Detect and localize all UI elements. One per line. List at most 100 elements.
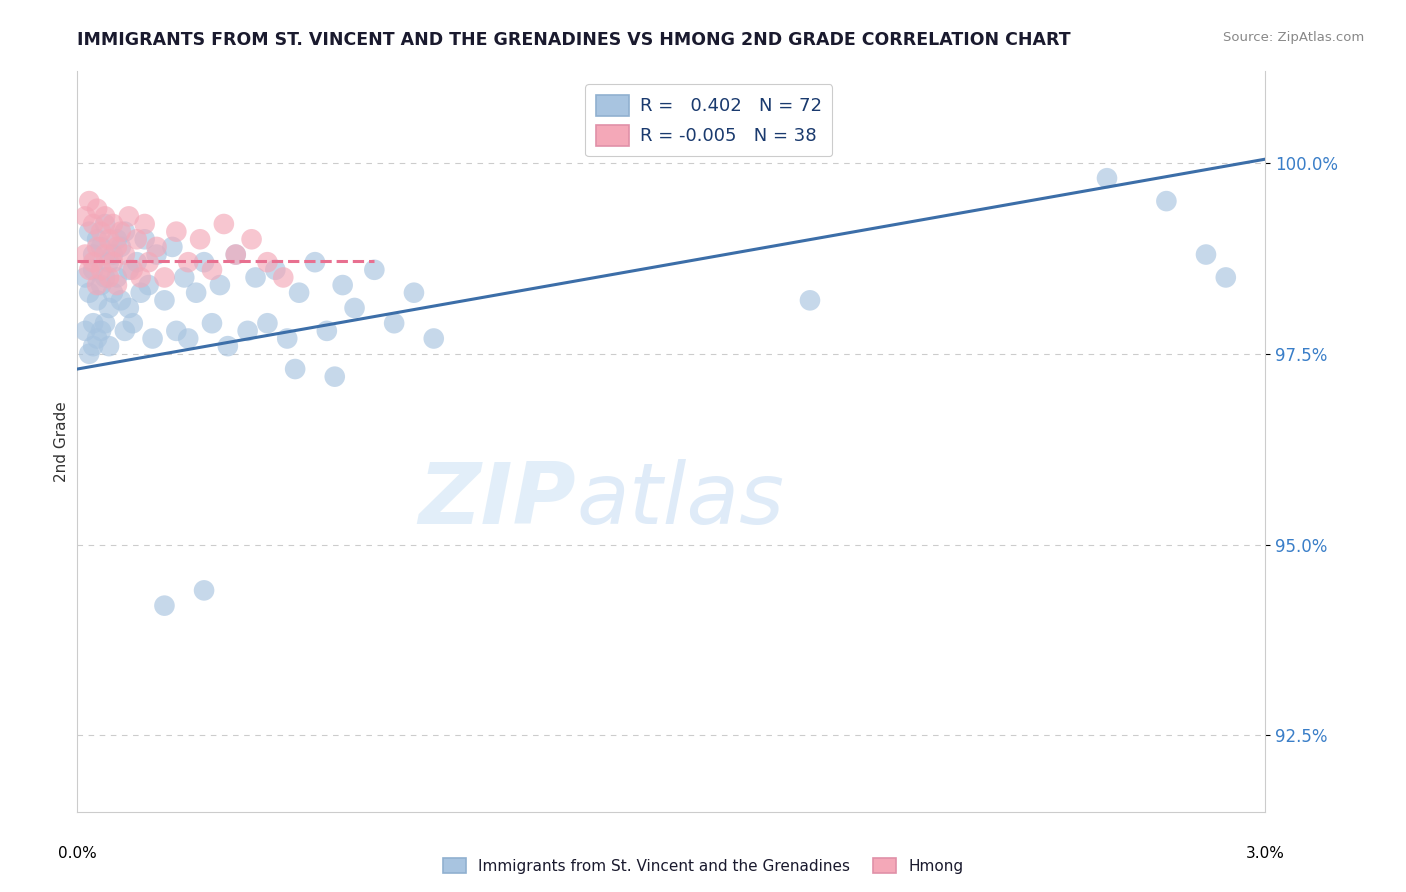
Point: [142, 331, 165, 345]
Point: [98, 339, 121, 353]
Point: [94, 210, 117, 224]
Point: [110, 240, 132, 254]
Point: [114, 324, 136, 338]
Point: [323, 369, 346, 384]
Point: [101, 285, 124, 300]
Point: [75, 210, 97, 224]
Point: [177, 331, 200, 345]
Point: [276, 331, 298, 345]
Point: [264, 262, 287, 277]
Point: [118, 301, 141, 315]
Point: [165, 324, 187, 338]
Legend: R =   0.402   N = 72, R = -0.005   N = 38: R = 0.402 N = 72, R = -0.005 N = 38: [585, 84, 832, 156]
Point: [77, 347, 100, 361]
Point: [256, 255, 278, 269]
Point: [188, 232, 211, 246]
Point: [77, 285, 100, 300]
Point: [98, 255, 121, 269]
Point: [236, 324, 259, 338]
Point: [134, 232, 156, 246]
Point: [423, 331, 446, 345]
Point: [315, 324, 337, 338]
Point: [114, 247, 136, 261]
Point: [98, 270, 121, 285]
Point: [94, 217, 117, 231]
Point: [343, 301, 366, 315]
Point: [186, 285, 208, 300]
Point: [82, 339, 104, 353]
Point: [86, 331, 108, 345]
Point: [1156, 194, 1178, 208]
Point: [110, 293, 132, 308]
Point: [129, 270, 152, 285]
Point: [118, 262, 141, 277]
Point: [86, 293, 108, 308]
Point: [121, 262, 143, 277]
Point: [105, 232, 128, 246]
Point: [165, 225, 187, 239]
Point: [125, 255, 148, 269]
Point: [363, 262, 385, 277]
Point: [208, 278, 231, 293]
Point: [799, 293, 821, 308]
Point: [121, 316, 143, 330]
Point: [90, 240, 112, 254]
Point: [94, 247, 117, 261]
Point: [240, 232, 263, 246]
Point: [125, 232, 148, 246]
Point: [110, 225, 132, 239]
Point: [82, 247, 104, 261]
Point: [90, 324, 112, 338]
Point: [201, 262, 224, 277]
Point: [98, 301, 121, 315]
Point: [145, 240, 167, 254]
Point: [105, 270, 128, 285]
Point: [138, 255, 160, 269]
Point: [129, 285, 152, 300]
Point: [201, 316, 224, 330]
Text: 0.0%: 0.0%: [58, 847, 97, 862]
Point: [162, 240, 184, 254]
Point: [212, 217, 235, 231]
Point: [225, 247, 247, 261]
Point: [105, 278, 128, 293]
Point: [153, 270, 176, 285]
Point: [90, 225, 112, 239]
Point: [77, 262, 100, 277]
Point: [94, 316, 117, 330]
Point: [86, 278, 108, 293]
Point: [82, 255, 104, 269]
Text: Source: ZipAtlas.com: Source: ZipAtlas.com: [1223, 31, 1364, 45]
Point: [245, 270, 267, 285]
Point: [153, 293, 176, 308]
Point: [402, 285, 425, 300]
Point: [114, 225, 136, 239]
Point: [225, 247, 247, 261]
Point: [1215, 270, 1237, 285]
Point: [75, 270, 97, 285]
Point: [118, 210, 141, 224]
Point: [1195, 247, 1218, 261]
Point: [86, 240, 108, 254]
Point: [332, 278, 354, 293]
Point: [217, 339, 239, 353]
Point: [304, 255, 326, 269]
Text: ZIP: ZIP: [419, 459, 576, 542]
Point: [86, 202, 108, 216]
Point: [82, 316, 104, 330]
Point: [82, 262, 104, 277]
Point: [145, 247, 167, 261]
Point: [138, 278, 160, 293]
Point: [1095, 171, 1118, 186]
Point: [284, 362, 307, 376]
Point: [134, 217, 156, 231]
Point: [90, 262, 112, 277]
Point: [75, 247, 97, 261]
Text: IMMIGRANTS FROM ST. VINCENT AND THE GRENADINES VS HMONG 2ND GRADE CORRELATION CH: IMMIGRANTS FROM ST. VINCENT AND THE GREN…: [77, 31, 1071, 49]
Point: [173, 270, 195, 285]
Legend: Immigrants from St. Vincent and the Grenadines, Hmong: Immigrants from St. Vincent and the Gren…: [437, 852, 969, 880]
Point: [153, 599, 176, 613]
Point: [101, 255, 124, 269]
Point: [98, 232, 121, 246]
Point: [193, 583, 215, 598]
